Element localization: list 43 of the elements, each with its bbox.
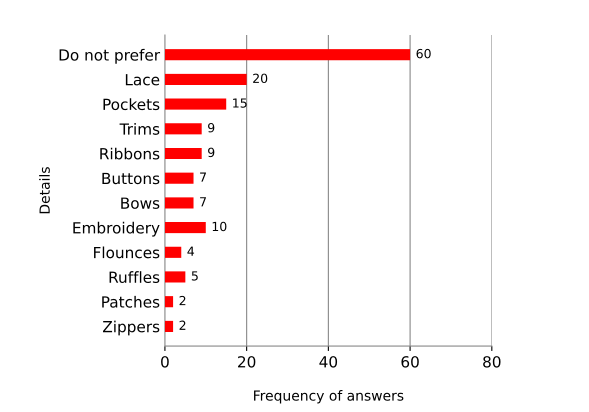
- y-tick-label: Flounces: [94, 246, 160, 258]
- bar: [164, 49, 410, 60]
- y-tick-label: Do not prefer: [60, 48, 160, 64]
- y-tick-label: Embroidery: [73, 222, 160, 237]
- bar: [164, 246, 182, 258]
- data-label: 2: [180, 296, 186, 306]
- y-tick-label: Pockets: [104, 98, 160, 110]
- data-label: 9: [208, 148, 214, 158]
- bar: [164, 123, 202, 134]
- x-tick-label: 80: [483, 356, 501, 368]
- x-tick-label: 0: [161, 356, 169, 368]
- bar: [164, 74, 247, 85]
- x-tick-label: 60: [401, 356, 419, 368]
- bar: [164, 197, 194, 208]
- data-label: 4: [187, 246, 194, 256]
- data-label: 7: [200, 197, 206, 206]
- data-label: 2: [180, 320, 186, 330]
- bar: [164, 148, 202, 160]
- y-tick-label: Zippers: [103, 320, 160, 336]
- data-label: 10: [212, 222, 226, 232]
- y-axis-title: Details: [39, 167, 50, 214]
- y-tick-label: Buttons: [102, 172, 160, 184]
- data-label: 9: [208, 122, 214, 132]
- data-label: 60: [416, 48, 431, 58]
- bar: [164, 271, 186, 283]
- data-label: 20: [253, 74, 268, 84]
- data-label: 7: [200, 172, 206, 182]
- bar: [164, 222, 206, 234]
- x-axis-title: Frequency of answers: [254, 390, 404, 404]
- y-tick-label: Patches: [102, 296, 160, 308]
- y-tick-label: Ribbons: [100, 148, 160, 160]
- x-tick-label: 20: [238, 356, 256, 368]
- bar: [164, 296, 174, 308]
- y-tick-label: Ruffles: [110, 271, 160, 284]
- x-tick-label: 40: [319, 356, 338, 368]
- y-tick-label: Lace: [126, 74, 160, 86]
- y-tick-label: Bows: [121, 198, 160, 209]
- bar: [164, 98, 226, 110]
- data-label: 15: [233, 98, 247, 108]
- bar: [164, 320, 174, 332]
- data-label: 5: [192, 271, 198, 281]
- bar: [164, 172, 194, 184]
- y-tick-label: Trims: [120, 123, 160, 135]
